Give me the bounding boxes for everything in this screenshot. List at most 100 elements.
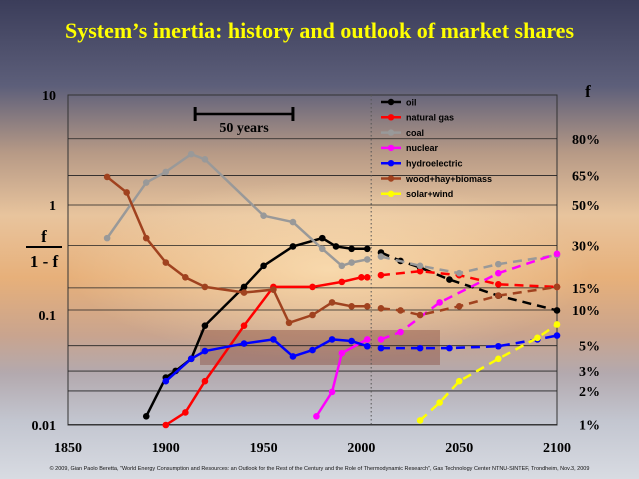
copyright-credit: © 2009, Gian Paolo Beretta, "World Energ… <box>49 466 590 472</box>
series-point-0-4 <box>201 322 209 329</box>
series-5 <box>103 173 561 327</box>
series-point-5-2 <box>142 234 150 242</box>
legend-label-4: hydroelectric <box>406 159 463 169</box>
legend-item-5: wood+hay+biomass <box>381 174 492 184</box>
y-tick-label-2: 0.1 <box>39 309 57 324</box>
grid-lines <box>67 94 558 426</box>
series-point-2-5 <box>260 212 267 219</box>
series-point-2-7 <box>318 245 326 253</box>
plot-frame <box>67 94 558 426</box>
right-tick-label-8: 2% <box>579 385 600 400</box>
series-point-2-4 <box>201 156 209 163</box>
series-outlook-point-2-2 <box>455 269 463 277</box>
series-line-outlook-5 <box>380 285 558 317</box>
right-tick-label-9: 1% <box>579 419 600 434</box>
x-tick-label-0: 1850 <box>54 441 82 456</box>
series-outlook-point-2-3 <box>495 260 502 268</box>
series-outlook-point-3-4 <box>553 250 561 258</box>
series-point-4-6 <box>309 346 316 354</box>
right-tick-label-5: 10% <box>572 304 600 319</box>
series-outlook-point-3-3 <box>495 269 502 277</box>
series-outlook-point-3-2 <box>436 299 443 306</box>
series-point-5-5 <box>201 283 209 291</box>
legend-item-3: nuclear <box>381 143 439 153</box>
series-point-4-1 <box>187 355 195 363</box>
x-tick-label-2: 1950 <box>250 441 278 456</box>
legend-swatch-dot-6 <box>387 190 395 197</box>
series-point-4-5 <box>289 353 297 360</box>
series-outlook-point-0-5 <box>553 307 561 314</box>
series-6 <box>416 321 561 424</box>
series-point-3-2 <box>338 349 346 357</box>
series-outlook-point-4-2 <box>446 344 453 352</box>
x-tick-label-5: 2100 <box>543 441 571 456</box>
series-point-4-3 <box>240 340 248 347</box>
legend-swatch-dot-3 <box>387 144 395 152</box>
series-line-outlook-3 <box>380 252 558 341</box>
legend: oil natural gas coal nuclear hydroelectric wo… <box>381 97 492 199</box>
series-point-5-1 <box>123 189 130 196</box>
right-axis-ticks: 80% 65% 50% 30% 15% 10% 5% 3% 2% 1% <box>572 133 600 434</box>
legend-swatch-dot-1 <box>387 114 395 121</box>
series-point-5-3 <box>162 259 170 266</box>
series-3 <box>313 250 561 420</box>
series-point-4-7 <box>328 336 336 343</box>
series-line-historical-3 <box>315 338 368 417</box>
series-outlook-point-5-5 <box>553 283 561 291</box>
series-point-2-9 <box>348 259 355 266</box>
series-line-outlook-2 <box>380 253 558 275</box>
series-point-1-1 <box>182 409 189 416</box>
right-tick-label-6: 5% <box>579 340 600 355</box>
legend-swatch-dot-4 <box>387 160 395 167</box>
series-point-2-2 <box>162 168 170 176</box>
series-point-2-3 <box>187 150 195 158</box>
series-point-5-4 <box>182 274 189 281</box>
series-point-1-8 <box>363 274 371 281</box>
legend-label-2: coal <box>406 128 424 138</box>
legend-swatch-dot-0 <box>387 98 395 106</box>
series-point-5-11 <box>348 302 355 310</box>
x-axis-ticks: 1850 1900 1950 2000 2050 2100 <box>54 441 571 456</box>
series-outlook-point-1-0 <box>377 271 385 279</box>
series-point-1-7 <box>358 274 365 281</box>
series-outlook-point-5-3 <box>455 302 463 310</box>
series-outlook-point-1-3 <box>495 281 502 288</box>
legend-swatch-dot-5 <box>387 175 395 182</box>
series-point-1-2 <box>201 377 209 385</box>
right-tick-label-2: 50% <box>572 199 600 214</box>
series-point-0-6 <box>260 262 267 270</box>
right-axis-title: f <box>585 82 591 101</box>
series-point-2-10 <box>363 256 371 263</box>
series-line-historical-1 <box>165 276 368 427</box>
series-point-4-8 <box>348 337 355 345</box>
series-point-5-9 <box>309 311 316 319</box>
legend-label-5: wood+hay+biomass <box>405 174 492 184</box>
series-outlook-point-5-1 <box>397 307 404 314</box>
series-point-4-9 <box>363 342 371 350</box>
legend-item-4: hydroelectric <box>381 159 463 169</box>
y-tick-label-0: 10 <box>42 89 56 104</box>
legend-label-0: oil <box>406 97 417 107</box>
series-point-3-1 <box>328 388 336 396</box>
series-point-0-0 <box>142 412 150 420</box>
legend-item-1: natural gas <box>381 113 454 123</box>
series-outlook-point-6-1 <box>436 399 443 406</box>
legend-item-6: solar+wind <box>381 189 453 199</box>
series-point-1-3 <box>240 322 248 329</box>
series-point-0-9 <box>332 243 340 250</box>
series-point-0-7 <box>289 243 297 250</box>
series-point-0-10 <box>348 245 355 253</box>
chart-title: System’s inertia: history and outlook of… <box>64 18 575 43</box>
series-point-5-7 <box>270 286 277 293</box>
series-point-5-6 <box>240 289 248 296</box>
series-outlook-point-2-1 <box>416 262 424 270</box>
legend-item-0: oil <box>381 97 417 107</box>
series-point-1-0 <box>162 421 170 429</box>
y-tick-label-3: 0.01 <box>32 419 57 434</box>
x-tick-label-4: 2050 <box>445 441 473 456</box>
y-axis-ticks: 10 1 0.1 0.01 <box>32 89 57 434</box>
right-tick-label-1: 65% <box>572 169 600 184</box>
right-tick-label-7: 3% <box>579 365 600 380</box>
series-line-outlook-6 <box>419 323 558 422</box>
